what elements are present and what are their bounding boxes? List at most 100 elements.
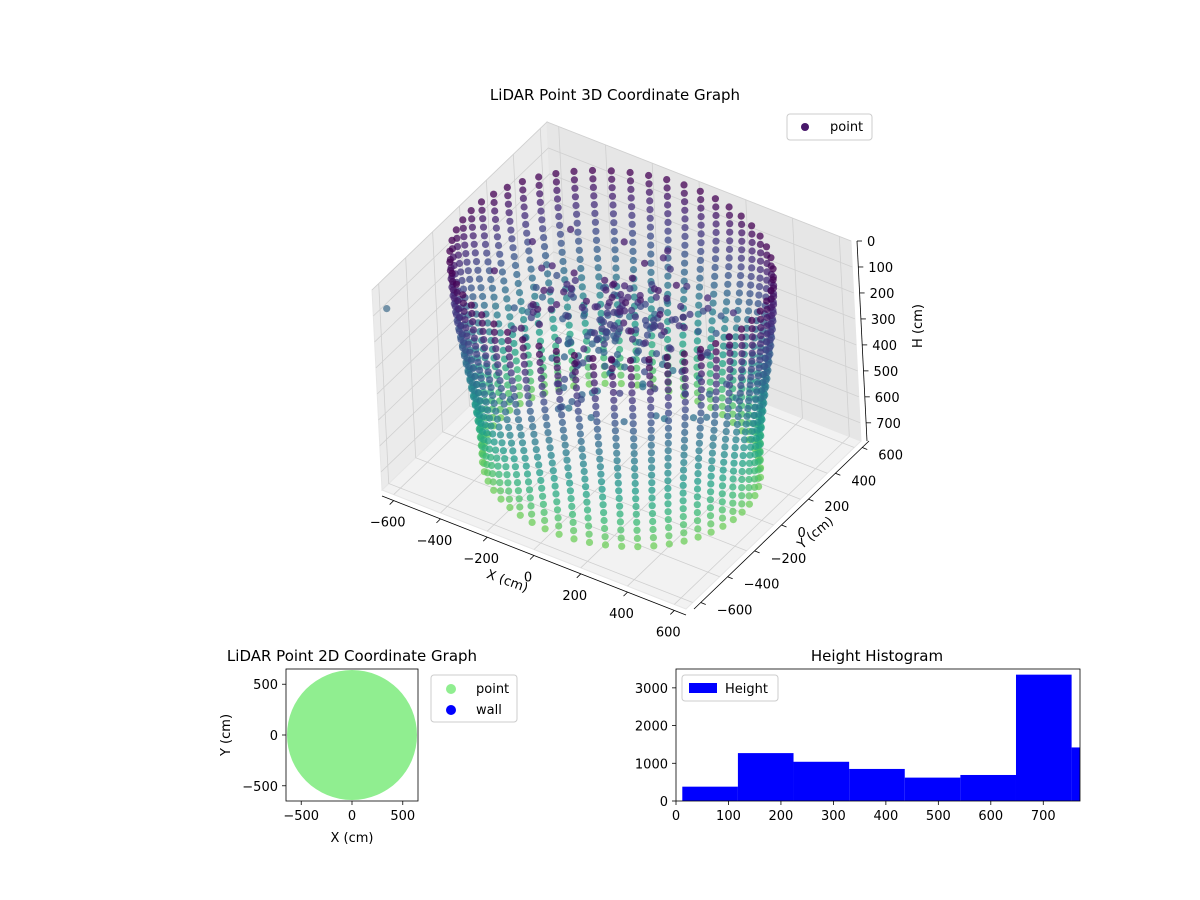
point-3d	[547, 305, 555, 313]
point-3d	[740, 436, 749, 444]
point-3d	[627, 365, 635, 373]
point-3d	[706, 378, 714, 386]
point-3d	[572, 384, 581, 392]
point-3d	[647, 250, 655, 258]
point-3d	[560, 434, 568, 442]
point-3d	[703, 413, 711, 421]
point-3d	[723, 412, 732, 420]
point-3d	[512, 357, 520, 365]
axis-z-line	[856, 240, 868, 442]
point-3d	[750, 411, 758, 420]
point-3d	[672, 281, 681, 289]
point-3d	[596, 291, 604, 299]
point-3d	[747, 373, 755, 381]
y-tick-label: 500	[253, 678, 278, 693]
point-3d	[681, 259, 689, 267]
point-3d	[718, 506, 726, 514]
point-3d	[626, 356, 635, 365]
point-3d	[463, 332, 471, 340]
point-3d	[718, 498, 726, 506]
point-3d	[526, 256, 534, 264]
z-tick-label: 200	[870, 287, 895, 302]
point-3d	[616, 510, 624, 518]
point-3d	[582, 297, 591, 305]
point-3d	[665, 532, 673, 540]
point-3d	[569, 518, 577, 527]
point-3d	[718, 490, 726, 498]
point-3d	[680, 189, 688, 197]
point-3d	[514, 416, 523, 424]
point-3d	[664, 401, 673, 409]
point-3d	[712, 203, 720, 211]
point-3d	[518, 439, 527, 447]
point-3d	[694, 327, 702, 335]
point-3d	[664, 516, 672, 524]
point-3d	[599, 501, 607, 509]
y-tick	[700, 602, 706, 605]
point-3d	[646, 232, 655, 240]
point-3d	[467, 284, 475, 292]
point-3d	[617, 290, 625, 299]
point-3d	[629, 412, 637, 420]
point-3d	[446, 247, 454, 255]
point-3d	[767, 254, 775, 262]
point-3d	[726, 341, 734, 349]
point-3d	[697, 378, 706, 386]
point-3d	[645, 188, 654, 196]
point-3d	[535, 328, 544, 336]
point-3d	[726, 349, 734, 357]
point-3d	[697, 239, 705, 247]
point-3d	[565, 321, 573, 329]
point-3d	[485, 445, 493, 453]
point-3d	[663, 362, 672, 370]
point-3d	[679, 331, 687, 339]
point-3d	[613, 464, 622, 472]
point-3d	[553, 271, 561, 280]
point-3d	[648, 509, 657, 518]
y-tick-label: 0	[270, 729, 278, 744]
point-3d	[732, 436, 740, 444]
point-3d	[681, 215, 689, 223]
point-3d	[591, 303, 599, 311]
histogram-frame	[675, 668, 1081, 802]
x-tick-label: −400	[417, 534, 453, 549]
point-3d	[755, 291, 763, 299]
point-3d	[527, 265, 535, 273]
point-3d	[695, 454, 703, 462]
point-3d	[454, 297, 462, 305]
point-3d	[664, 439, 672, 447]
point-3d	[636, 296, 645, 304]
point-3d	[482, 352, 490, 360]
point-3d	[590, 371, 598, 379]
point-3d	[647, 305, 655, 313]
point-3d	[541, 406, 549, 414]
point-3d	[646, 372, 654, 380]
point-3d	[693, 501, 701, 509]
point-3d	[489, 430, 497, 438]
y-tick	[862, 447, 868, 450]
point-3d	[608, 364, 616, 372]
point-3d	[589, 354, 597, 363]
point-3d	[585, 538, 594, 547]
point-3d	[748, 230, 756, 238]
point-3d	[726, 237, 734, 245]
point-3d	[664, 386, 672, 394]
point-3d	[725, 397, 733, 405]
point-3d	[464, 267, 472, 275]
point-3d	[695, 283, 704, 291]
point-3d	[707, 520, 715, 528]
point-3d	[729, 491, 737, 499]
point-3d	[725, 263, 733, 271]
point-3d	[504, 200, 512, 208]
point-3d	[537, 207, 545, 215]
point-3d	[601, 276, 609, 284]
point-3d	[515, 383, 523, 391]
point-3d	[611, 246, 619, 254]
point-3d	[646, 197, 654, 205]
point-3d	[488, 284, 496, 292]
z-tick-label: 600	[875, 391, 900, 406]
point-3d	[726, 365, 734, 373]
point-3d	[664, 227, 672, 235]
point-3d	[729, 475, 737, 483]
point-3d	[696, 265, 704, 273]
